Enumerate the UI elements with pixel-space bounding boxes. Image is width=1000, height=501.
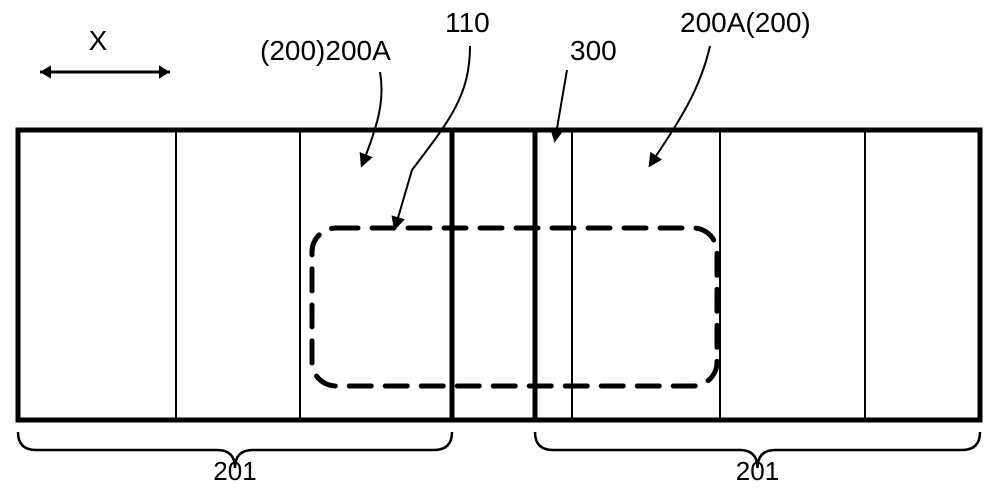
leader-line <box>362 72 382 165</box>
leader-line <box>395 46 470 228</box>
callout-c200L: (200)200A <box>260 35 391 165</box>
callout-label: 110 <box>445 7 490 38</box>
callout-c110: 110 <box>395 7 490 228</box>
leader-line <box>650 46 710 165</box>
callout-label: 200A(200) <box>680 7 811 38</box>
bottom-braces: 201 201 <box>18 432 980 486</box>
dashed-region-110 <box>312 228 717 386</box>
brace-label: 201 <box>736 456 779 486</box>
x-axis-label: X <box>89 25 108 56</box>
x-axis-indicator: X <box>40 25 170 79</box>
vertical-dividers <box>176 130 865 420</box>
double-arrow-icon <box>40 65 170 78</box>
technical-diagram: X 110 (200)200A 300 200A(200) 201 201 <box>0 0 1000 501</box>
brace-label: 201 <box>213 456 256 486</box>
brace-b201R: 201 <box>535 432 980 486</box>
callout-label: 300 <box>570 35 617 66</box>
callout-c300: 300 <box>555 35 617 140</box>
outer-frame <box>18 130 980 420</box>
brace-b201L: 201 <box>18 432 452 486</box>
callout-c200R: 200A(200) <box>650 7 811 165</box>
callout-label: (200)200A <box>260 35 391 66</box>
